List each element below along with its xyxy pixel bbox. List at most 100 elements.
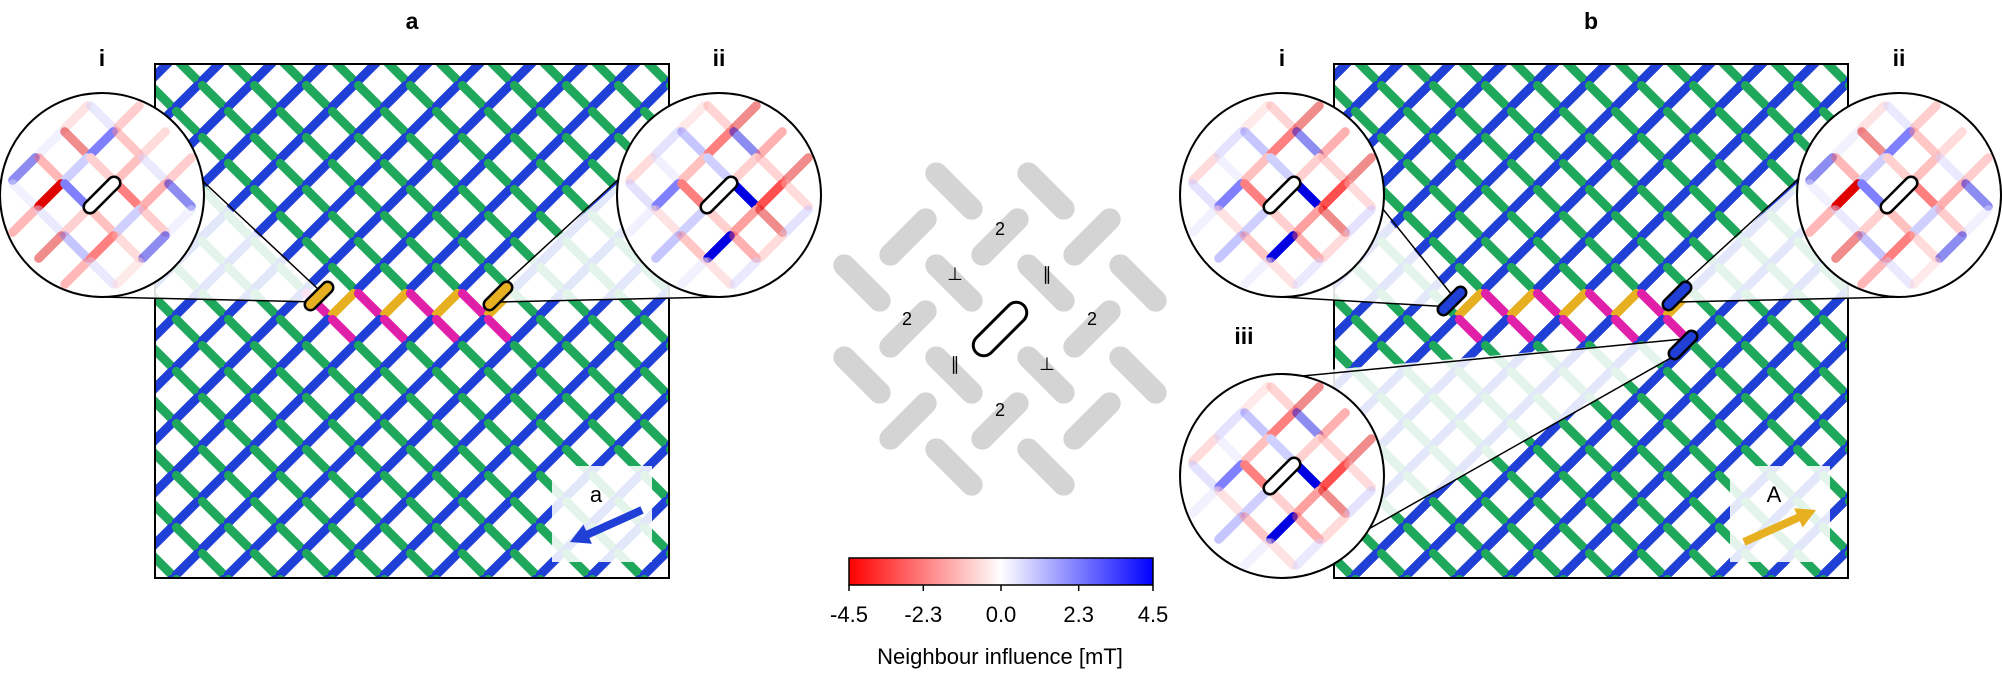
magnet [171, 470, 203, 502]
magnet [1334, 551, 1356, 578]
magnet [1428, 314, 1460, 346]
magnet [1240, 205, 1272, 237]
magnet [1792, 340, 1824, 372]
colorbar-tick-label: -2.3 [904, 602, 942, 627]
magnet [431, 522, 463, 554]
colorbar-tick-label: 0.0 [986, 602, 1017, 627]
magnet [1344, 153, 1376, 185]
magnet [1454, 496, 1486, 528]
magnet [755, 127, 787, 159]
magnet [155, 447, 177, 476]
magnet [1480, 80, 1512, 112]
magnet [1292, 257, 1324, 289]
panel-label: b [1584, 8, 1598, 34]
magnet [275, 314, 307, 346]
magnet [1610, 392, 1642, 424]
magnet [1506, 548, 1538, 578]
magnet [639, 392, 668, 424]
magnet [1610, 470, 1642, 502]
magnet [197, 340, 229, 372]
magnet [457, 314, 489, 346]
magnet [86, 257, 118, 289]
magnet [223, 444, 255, 476]
magnet [405, 444, 437, 476]
colorbar-tick-label: 4.5 [1138, 602, 1169, 627]
magnet [536, 574, 546, 578]
magnet [327, 184, 359, 216]
magnet [1480, 236, 1512, 268]
magnet [431, 418, 463, 450]
magnet [1636, 392, 1668, 424]
magnet [1428, 158, 1460, 190]
magnet [249, 366, 281, 398]
cone-edge [1676, 296, 1900, 303]
magnet [1214, 179, 1246, 211]
magnet [380, 574, 390, 578]
magnet [535, 184, 567, 216]
magnet [138, 179, 170, 211]
magnet [301, 210, 333, 242]
magnet [301, 132, 333, 164]
magnet [379, 80, 411, 112]
magnet [703, 205, 735, 237]
magnet [431, 80, 463, 112]
magnet [1740, 314, 1772, 346]
magnet [1610, 184, 1642, 216]
neighbour-label: 2 [1087, 309, 1097, 329]
arrow-head [570, 524, 592, 544]
magnet [1402, 184, 1434, 216]
magnet [1334, 83, 1356, 112]
magnet [1454, 158, 1486, 190]
magnet [1636, 158, 1668, 190]
magnet [1665, 64, 1694, 86]
magnet [1532, 184, 1564, 216]
magnet [485, 283, 511, 309]
magnet [1506, 496, 1538, 528]
magnet [483, 158, 515, 190]
neighbour-label: ∥ [1043, 264, 1052, 284]
magnet [1688, 210, 1720, 242]
magnet [431, 262, 463, 294]
magnet [1240, 512, 1272, 544]
magnet [642, 64, 668, 86]
magnet [781, 205, 813, 237]
magnet [1017, 162, 1075, 220]
magnet [1636, 106, 1668, 138]
magnet [1266, 101, 1298, 133]
magnet [1761, 574, 1771, 578]
magnet [925, 254, 983, 312]
magnet [155, 499, 177, 528]
magnet [431, 288, 463, 320]
magnet [327, 548, 359, 578]
magnet [1688, 522, 1720, 554]
magnet [1636, 548, 1668, 578]
magnet [1662, 522, 1694, 554]
magnet [275, 132, 307, 164]
magnet [1402, 132, 1434, 164]
magnet [34, 153, 66, 185]
magnet [249, 470, 281, 502]
magnet [301, 184, 333, 216]
magnet [1766, 132, 1798, 164]
magnet [353, 262, 385, 294]
magnet [457, 236, 489, 268]
magnet [1688, 64, 1717, 86]
magnet [1909, 101, 1941, 133]
magnet [301, 444, 333, 476]
magnet [171, 522, 203, 554]
magnet [1376, 80, 1408, 112]
magnet [1318, 127, 1350, 159]
inset-label: ii [1893, 45, 1906, 71]
magnet [1714, 158, 1746, 190]
colorbar-label: Neighbour influence [mT] [877, 644, 1123, 669]
magnet [1714, 340, 1746, 372]
magnet [1714, 132, 1746, 164]
magnet [1559, 574, 1569, 578]
magnet [275, 366, 307, 398]
magnet [1610, 158, 1642, 190]
magnet [457, 210, 489, 242]
magnet [275, 444, 307, 476]
magnet [971, 392, 1029, 450]
magnet [1428, 64, 1457, 86]
magnet [431, 236, 463, 268]
